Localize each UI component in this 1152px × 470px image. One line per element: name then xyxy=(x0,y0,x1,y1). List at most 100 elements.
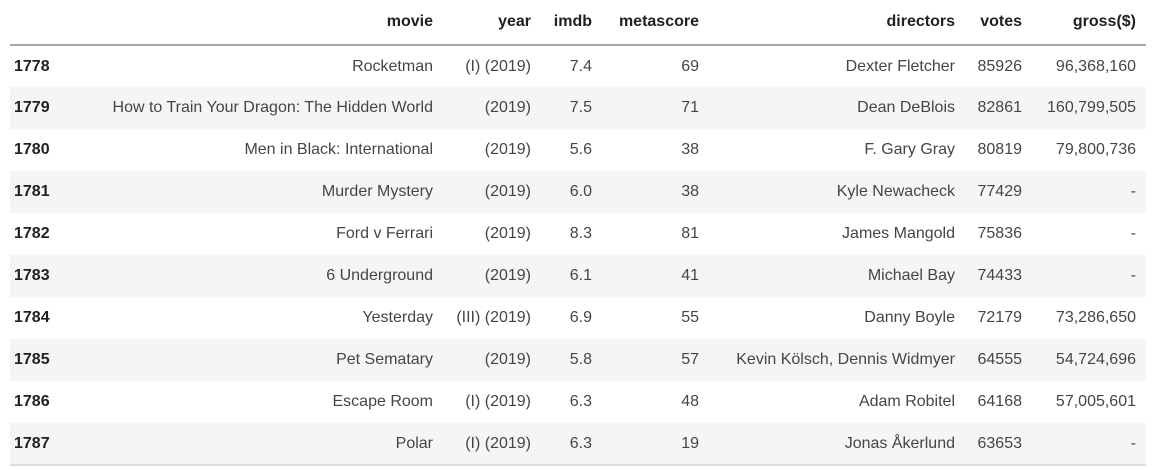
cell-directors: Dexter Fletcher xyxy=(845,57,955,75)
cell-gross: - xyxy=(1130,267,1136,284)
cell-year: (I) (2019) xyxy=(465,393,531,410)
cell-metascore: 71 xyxy=(681,99,699,116)
cell-gross: 96,368,160 xyxy=(1055,57,1136,75)
cell-directors: Adam Robitel xyxy=(858,393,955,410)
cell-directors: James Mangold xyxy=(842,225,955,242)
cell-votes: 64168 xyxy=(977,393,1023,410)
cell-imdb: 7.5 xyxy=(569,99,592,116)
cell-year: (2019) xyxy=(484,267,531,284)
column-header-metascore: metascore xyxy=(592,0,699,46)
row-index: 1786 xyxy=(14,393,50,410)
row-index: 1783 xyxy=(14,267,50,284)
cell-metascore: 48 xyxy=(681,393,699,410)
cell-metascore: 41 xyxy=(681,267,699,284)
table-row: 1781 Murder Mystery (2019) 6.0 38 Kyle Newach… xyxy=(10,171,1146,213)
cell-imdb: 5.6 xyxy=(569,141,592,158)
cell-directors: Danny Boyle xyxy=(864,309,955,326)
cell-gross: - xyxy=(1130,434,1136,452)
column-header-imdb: imdb xyxy=(531,0,592,46)
cell-metascore: 57 xyxy=(681,351,699,368)
cell-imdb: 5.8 xyxy=(569,351,592,368)
cell-movie: 6 Underground xyxy=(326,267,433,284)
table-row: 1785 Pet Sematary (2019) 5.8 57 Kevin Kölsch,… xyxy=(10,339,1146,381)
table-row: 1787 Polar (I) (2019) 6.3 19 Jonas Åkerlund 63… xyxy=(10,423,1146,465)
row-index: 1784 xyxy=(14,309,50,326)
table-row: 1779 How to Train Your Dragon: The Hidden… xyxy=(10,87,1146,129)
cell-votes: 63653 xyxy=(977,434,1023,452)
cell-votes: 72179 xyxy=(977,309,1023,326)
cell-gross: 73,286,650 xyxy=(1055,309,1136,326)
cell-votes: 85926 xyxy=(977,57,1023,75)
cell-year: (2019) xyxy=(484,99,531,116)
cell-year: (2019) xyxy=(484,225,531,242)
cell-gross: 54,724,696 xyxy=(1055,351,1136,368)
cell-imdb: 6.3 xyxy=(569,434,592,452)
cell-directors: Dean DeBlois xyxy=(857,99,955,116)
cell-imdb: 6.1 xyxy=(569,267,592,284)
cell-votes: 74433 xyxy=(977,267,1023,284)
column-header-movie: movie xyxy=(66,0,433,46)
cell-directors: F. Gary Gray xyxy=(864,141,955,158)
cell-votes: 75836 xyxy=(977,225,1023,242)
cell-year: (III) (2019) xyxy=(456,309,531,326)
row-index: 1781 xyxy=(14,183,50,200)
cell-votes: 64555 xyxy=(977,351,1023,368)
cell-movie: Rocketman xyxy=(352,57,433,75)
cell-gross: - xyxy=(1130,183,1136,200)
cell-metascore: 69 xyxy=(681,57,699,75)
cell-directors: Kevin Kölsch, Dennis Widmyer xyxy=(736,351,955,368)
column-header-votes: votes xyxy=(955,0,1022,46)
table-row: 1778 Rocketman (I) (2019) 7.4 69 Dexter Fletc… xyxy=(10,45,1146,87)
table-row: 1783 6 Underground (2019) 6.1 41 Michael Bay 7… xyxy=(10,255,1146,297)
cell-gross: 79,800,736 xyxy=(1055,141,1136,158)
cell-gross: 57,005,601 xyxy=(1055,393,1136,410)
cell-votes: 80819 xyxy=(977,141,1023,158)
cell-imdb: 6.9 xyxy=(569,309,592,326)
cell-metascore: 55 xyxy=(681,309,699,326)
row-index: 1779 xyxy=(14,99,50,116)
movies-dataframe-table: movie year imdb metascore directors vote… xyxy=(10,0,1146,466)
cell-metascore: 38 xyxy=(681,141,699,158)
cell-imdb: 6.3 xyxy=(569,393,592,410)
table-row: 1786 Escape Room (I) (2019) 6.3 48 Adam Robit… xyxy=(10,381,1146,423)
row-index: 1778 xyxy=(14,57,50,75)
cell-movie: Murder Mystery xyxy=(321,183,433,200)
cell-imdb: 6.0 xyxy=(569,183,592,200)
cell-movie: Escape Room xyxy=(332,393,434,410)
table-row: 1782 Ford v Ferrari (2019) 8.3 81 James Mango… xyxy=(10,213,1146,255)
row-index: 1782 xyxy=(14,225,50,242)
cell-directors: Michael Bay xyxy=(867,267,955,284)
cell-movie: Yesterday xyxy=(362,309,433,326)
cell-metascore: 19 xyxy=(681,434,699,452)
cell-votes: 77429 xyxy=(977,183,1023,200)
cell-year: (2019) xyxy=(484,351,531,368)
table-row: 1780 Men in Black: International (2019) 5.6… xyxy=(10,129,1146,171)
column-header-index xyxy=(10,0,66,46)
cell-year: (I) (2019) xyxy=(465,434,531,452)
cell-directors: Jonas Åkerlund xyxy=(844,434,955,452)
cell-gross: 160,799,505 xyxy=(1047,99,1136,116)
cell-year: (I) (2019) xyxy=(465,57,531,75)
cell-movie: How to Train Your Dragon: The Hidden Wor… xyxy=(112,99,433,116)
table-header-row: movie year imdb metascore directors vote… xyxy=(10,0,1146,46)
cell-imdb: 8.3 xyxy=(569,225,592,242)
row-index: 1787 xyxy=(14,434,50,452)
column-header-gross: gross($) xyxy=(1022,0,1146,46)
row-index: 1780 xyxy=(14,141,50,158)
cell-year: (2019) xyxy=(484,183,531,200)
cell-votes: 82861 xyxy=(977,99,1023,116)
cell-directors: Kyle Newacheck xyxy=(836,183,955,200)
column-header-year: year xyxy=(433,0,531,46)
cell-imdb: 7.4 xyxy=(569,57,592,75)
cell-gross: - xyxy=(1130,225,1136,242)
cell-movie: Polar xyxy=(395,434,433,452)
table-row: 1784 Yesterday (III) (2019) 6.9 55 Danny Boyl… xyxy=(10,297,1146,339)
cell-metascore: 38 xyxy=(681,183,699,200)
column-header-directors: directors xyxy=(699,0,955,46)
cell-movie: Pet Sematary xyxy=(336,351,433,368)
table-body: 1778 Rocketman (I) (2019) 7.4 69 Dexter Fletc… xyxy=(10,45,1146,465)
cell-year: (2019) xyxy=(484,141,531,158)
cell-movie: Ford v Ferrari xyxy=(336,225,433,242)
cell-movie: Men in Black: International xyxy=(244,141,433,158)
